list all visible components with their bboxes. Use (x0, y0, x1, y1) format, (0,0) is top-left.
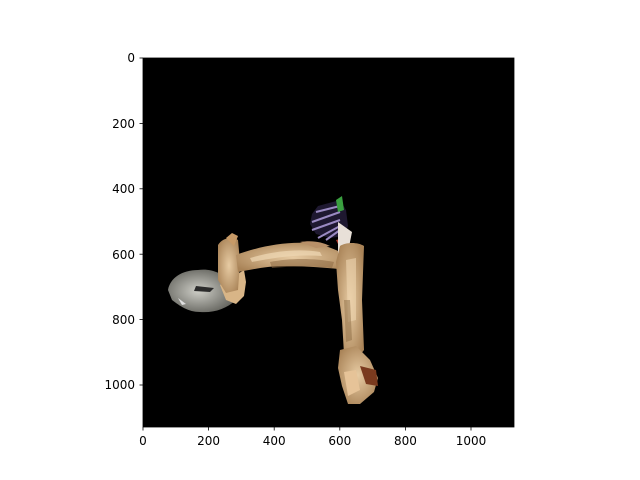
mosaic-image (168, 196, 378, 404)
x-tick-label: 600 (328, 434, 351, 448)
x-tick-label: 800 (394, 434, 417, 448)
x-axis: 0 200 400 600 800 1000 (139, 427, 486, 448)
x-tick-label: 400 (263, 434, 286, 448)
y-axis: 0 200 400 600 800 1000 (104, 51, 143, 392)
x-tick-label: 200 (197, 434, 220, 448)
image-area (143, 58, 514, 427)
y-tick-label: 400 (112, 182, 135, 196)
y-tick-label: 1000 (104, 378, 135, 392)
y-tick-label: 800 (112, 313, 135, 327)
y-tick-label: 200 (112, 117, 135, 131)
x-tick-label: 1000 (456, 434, 487, 448)
y-tick-label: 0 (127, 51, 135, 65)
y-tick-label: 600 (112, 248, 135, 262)
axes-frame (142, 57, 515, 428)
x-tick-label: 0 (139, 434, 147, 448)
